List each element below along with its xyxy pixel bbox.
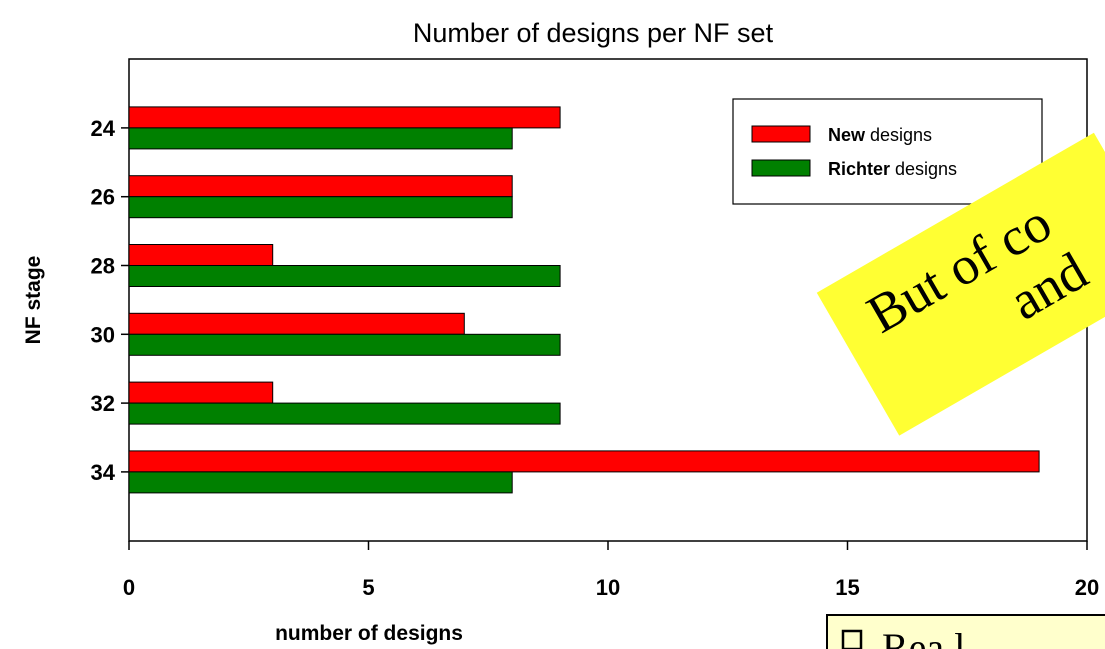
sticky-note-background [816,132,1105,436]
x-tick-label: 5 [362,575,374,600]
bars [128,106,1040,494]
y-tick-label: 26 [91,185,115,210]
y-tick-marks [121,127,129,473]
bar-new [128,312,465,335]
bar-new [128,381,274,404]
y-tick-label: 28 [91,254,115,279]
chart-title: Number of designs per NF set [413,18,774,48]
legend: New designs Richter designs [732,98,1043,205]
bar-new [128,244,274,266]
x-axis-label: number of designs [275,622,463,645]
y-tick-label: 32 [91,391,115,416]
bar-richter [128,127,513,150]
y-axis-label: NF stage [22,256,45,345]
x-tick-label: 0 [123,575,135,600]
bar-new [128,450,1040,473]
legend-label-richter: Richter designs [828,159,957,179]
bar-richter [128,196,513,219]
bar-new [128,106,561,129]
callout-text: Rea l [882,625,965,649]
bar-new [128,175,513,198]
callout-box: Rea l [826,614,1105,649]
bar-richter [128,265,561,287]
legend-box [732,98,1043,205]
legend-swatch-new [751,125,811,143]
bar-richter [128,333,561,356]
sticky-note: But of co and [816,132,1105,436]
legend-label-new: New designs [828,125,932,145]
x-tick-label: 15 [835,575,859,600]
y-tick-label: 34 [91,460,116,485]
x-tick-labels: 0 5 10 15 20 [123,541,1099,600]
legend-swatch-richter [751,159,811,177]
y-tick-label: 24 [91,116,116,141]
x-tick-label: 10 [596,575,620,600]
bar-richter [128,402,561,425]
x-tick-label: 20 [1075,575,1099,600]
y-tick-labels: 24 26 28 30 32 34 [91,116,116,485]
y-tick-label: 30 [91,322,115,347]
callout-background [826,614,1105,649]
bar-richter [128,471,513,494]
checkbox-bullet-icon [841,629,863,649]
